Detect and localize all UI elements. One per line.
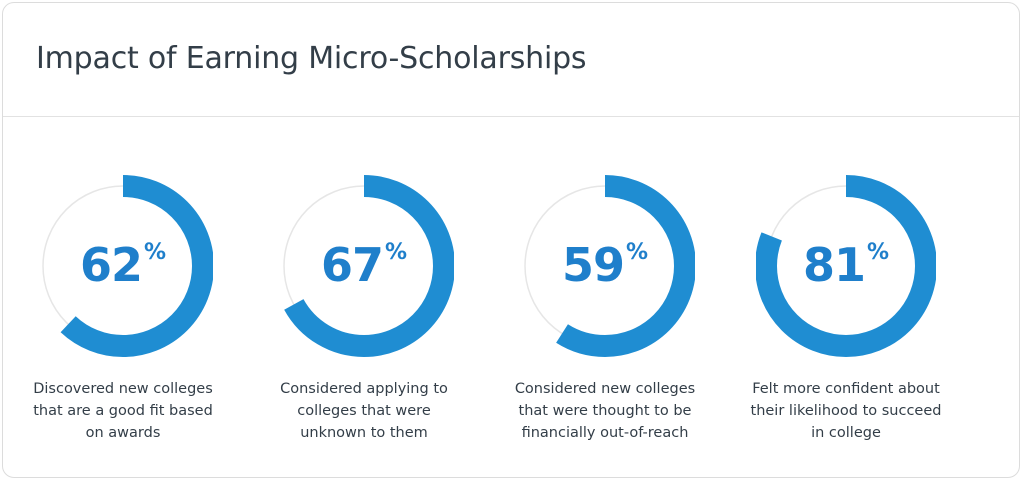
stat-3: 59% Considered new colleges that were thou… [485, 168, 725, 468]
progress-ring: 59% [515, 168, 695, 364]
percent-value: 67 [320, 238, 384, 292]
ring-arc [274, 175, 454, 357]
ring-svg [756, 175, 936, 357]
stat-caption: Discovered new colleges that are a good f… [3, 378, 243, 444]
card-header: Impact of Earning Micro-Scholarships [3, 3, 1019, 117]
caption-line: Felt more confident about [752, 381, 940, 397]
caption-line: Considered new colleges [514, 381, 696, 397]
percent-label: 67% [274, 238, 454, 292]
percent-sign: % [143, 240, 167, 265]
ring-arc [515, 175, 695, 357]
stat-caption: Felt more confident about their likelihoo… [726, 378, 966, 444]
percent-label: 62% [33, 238, 213, 292]
percent-value: 81 [802, 238, 866, 292]
ring-svg [274, 175, 454, 357]
percent-sign: % [625, 240, 649, 265]
progress-ring: 81% [756, 168, 936, 364]
stat-4: 81% Felt more confident about their likeli… [726, 168, 966, 468]
percent-sign: % [384, 240, 408, 265]
stat-2: 67% Considered applying to colleges that w… [244, 168, 484, 468]
ring-svg [33, 175, 213, 357]
stat-caption: Considered applying to colleges that were… [244, 378, 484, 444]
percent-value: 62 [79, 238, 143, 292]
page-title: Impact of Earning Micro-Scholarships [36, 41, 587, 76]
caption-line: in college [811, 425, 881, 441]
ring-svg [515, 175, 695, 357]
caption-line: their likelihood to succeed [750, 403, 942, 419]
caption-line: on awards [85, 425, 161, 441]
percent-label: 59% [515, 238, 695, 292]
caption-line: financially out-of-reach [521, 425, 689, 441]
caption-line: colleges that were [297, 403, 431, 419]
caption-line: unknown to them [300, 425, 428, 441]
caption-line: Discovered new colleges [33, 381, 213, 397]
caption-line: that are a good fit based [33, 403, 213, 419]
percent-label: 81% [756, 238, 936, 292]
caption-line: that were thought to be [518, 403, 692, 419]
progress-ring: 62% [33, 168, 213, 364]
caption-line: Considered applying to [280, 381, 448, 397]
percent-value: 59 [561, 238, 625, 292]
ring-arc [756, 175, 936, 357]
progress-ring: 67% [274, 168, 454, 364]
stat-1: 62% Discovered new colleges that are a goo… [3, 168, 243, 468]
stat-caption: Considered new colleges that were thought… [485, 378, 725, 444]
ring-arc [33, 175, 213, 357]
percent-sign: % [866, 240, 890, 265]
